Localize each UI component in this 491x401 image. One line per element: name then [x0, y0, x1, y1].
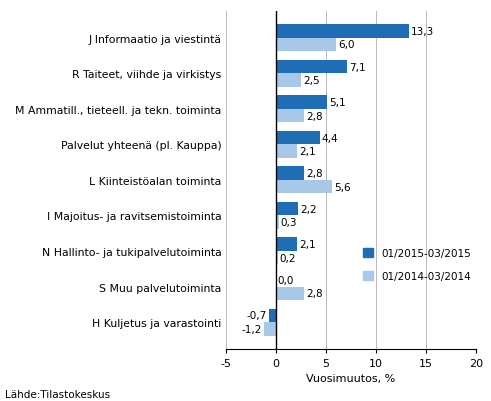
- Text: 2,8: 2,8: [306, 111, 323, 121]
- Text: 2,8: 2,8: [306, 169, 323, 179]
- Text: 2,1: 2,1: [299, 240, 315, 249]
- Bar: [276, 74, 301, 87]
- Bar: [276, 25, 409, 38]
- Text: 2,2: 2,2: [300, 204, 316, 214]
- Text: 2,5: 2,5: [303, 76, 320, 86]
- X-axis label: Vuosimuutos, %: Vuosimuutos, %: [306, 373, 396, 383]
- Bar: [276, 38, 336, 52]
- Text: 5,1: 5,1: [329, 98, 346, 108]
- Text: 5,6: 5,6: [334, 182, 351, 192]
- Text: Lähde:Tilastokeskus: Lähde:Tilastokeskus: [5, 389, 110, 399]
- Text: 7,1: 7,1: [349, 62, 365, 72]
- Bar: [276, 61, 347, 74]
- Bar: [276, 216, 279, 229]
- Bar: [276, 132, 320, 145]
- Bar: [276, 287, 304, 300]
- Bar: [276, 238, 297, 251]
- Text: 13,3: 13,3: [411, 27, 434, 37]
- Text: 2,8: 2,8: [306, 289, 323, 299]
- Bar: [276, 180, 332, 194]
- Bar: [276, 251, 278, 265]
- Text: 4,4: 4,4: [322, 133, 338, 143]
- Text: 6,0: 6,0: [338, 41, 355, 51]
- Bar: [276, 96, 327, 109]
- Bar: [264, 322, 276, 336]
- Text: 0,3: 0,3: [281, 218, 297, 228]
- Bar: [276, 109, 304, 123]
- Bar: [269, 309, 276, 322]
- Bar: [276, 145, 297, 158]
- Text: 0,2: 0,2: [280, 253, 296, 263]
- Legend: 01/2015-03/2015, 01/2014-03/2014: 01/2015-03/2015, 01/2014-03/2014: [362, 248, 471, 281]
- Text: 0,0: 0,0: [278, 275, 294, 285]
- Bar: [276, 167, 304, 180]
- Text: -1,2: -1,2: [242, 324, 262, 334]
- Bar: [276, 203, 298, 216]
- Text: -0,7: -0,7: [247, 310, 267, 320]
- Text: 2,1: 2,1: [299, 147, 315, 157]
